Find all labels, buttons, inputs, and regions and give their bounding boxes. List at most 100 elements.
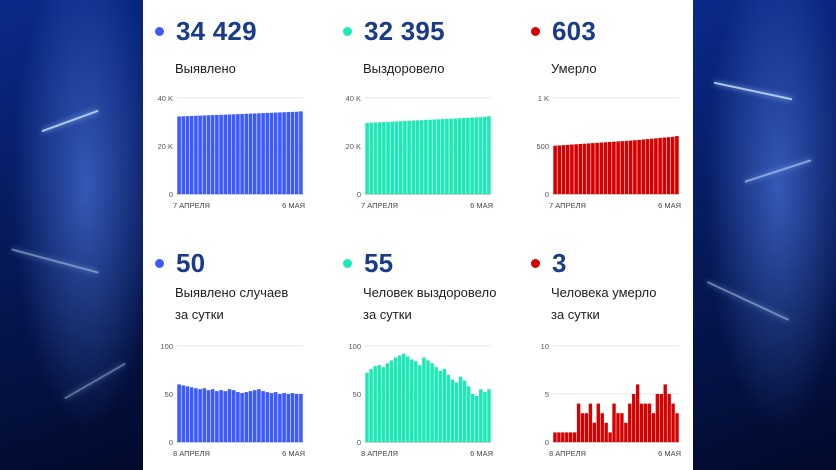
bar [578, 143, 583, 194]
bar [394, 121, 399, 194]
bar [603, 142, 608, 194]
bar [569, 432, 573, 442]
legend-dot [155, 27, 164, 36]
bar [574, 144, 578, 194]
bar [278, 394, 282, 442]
stat-label-line: Выявлено случаев [175, 285, 289, 300]
bar [415, 120, 420, 194]
bar [426, 360, 430, 442]
bar [231, 114, 236, 194]
bar [418, 365, 422, 442]
stat-number: 50 [176, 248, 206, 278]
bar [612, 141, 616, 194]
y-tick-label: 1 K [538, 94, 549, 103]
stat-number: 55 [364, 248, 394, 278]
stat-number: 32 395 [364, 16, 445, 46]
legend-dot [531, 259, 540, 268]
bar [294, 394, 299, 442]
bar [440, 119, 445, 194]
bar [248, 113, 253, 194]
stat: 3 [531, 248, 567, 279]
bar [624, 422, 628, 442]
bar [479, 389, 483, 442]
y-tick-label: 0 [169, 190, 173, 199]
bar [369, 369, 373, 442]
x-tick-label: 8 АПРЕЛЯ [361, 449, 398, 458]
card-cases-daily: 50 Выявлено случаев за сутки 0 50 100 8 АПР… [149, 232, 329, 462]
bar [265, 112, 270, 194]
bar [269, 393, 274, 442]
bar [434, 367, 438, 442]
bar [177, 116, 181, 194]
bar [565, 144, 570, 194]
background-right [693, 0, 836, 470]
bar [282, 112, 286, 194]
bar [608, 432, 612, 442]
bar [553, 432, 557, 442]
bar [647, 403, 652, 442]
bar [612, 403, 616, 442]
bar [398, 121, 403, 194]
bar [210, 115, 215, 194]
bar [299, 394, 303, 442]
bar [582, 143, 587, 194]
bar [470, 117, 474, 194]
bar [449, 118, 453, 194]
bar [466, 386, 471, 442]
bar [282, 393, 286, 442]
y-tick-label: 50 [165, 390, 173, 399]
bar [658, 137, 662, 194]
bar [189, 387, 194, 442]
stat: 50 [155, 248, 205, 279]
bar [635, 384, 640, 442]
bar [576, 403, 581, 442]
x-tick-label: 6 МАЯ [282, 449, 305, 458]
bar [290, 393, 295, 442]
y-tick-label: 40 K [346, 94, 361, 103]
bar [194, 388, 198, 442]
x-tick-label: 6 МАЯ [658, 201, 681, 210]
bar [181, 116, 186, 194]
bar [198, 115, 202, 194]
bar [580, 413, 585, 442]
stat-label: Выявлено [175, 58, 236, 80]
bar [620, 141, 625, 194]
bar [430, 363, 434, 442]
bar [397, 355, 402, 442]
bar [628, 403, 632, 442]
stat-label-line: за сутки [551, 307, 600, 322]
bar [257, 113, 261, 194]
bar [185, 116, 190, 194]
stat-number: 603 [552, 16, 596, 46]
stat-label: Выявлено случаев за сутки [175, 282, 288, 326]
bar [470, 394, 475, 442]
bar [373, 366, 377, 442]
stat-label-line: Человек выздоровело [363, 285, 497, 300]
y-tick-label: 40 K [158, 94, 173, 103]
stat: 603 [531, 16, 596, 47]
bar [445, 118, 449, 194]
x-tick-label: 6 МАЯ [658, 449, 681, 458]
bar [377, 122, 382, 194]
bar [557, 432, 561, 442]
bar [409, 359, 414, 442]
bar [290, 111, 295, 194]
bar [624, 140, 629, 194]
bar [390, 121, 395, 194]
bar [561, 432, 565, 442]
bar [474, 117, 479, 194]
bar [572, 432, 577, 442]
bar [436, 119, 441, 194]
bar [458, 376, 463, 442]
bar [670, 136, 675, 194]
bar [475, 395, 479, 442]
chart-cases-total: 0 20 K 40 K 7 АПРЕЛЯ 6 МАЯ [158, 94, 305, 210]
card-recovered-daily: 55 Человек выздоровело за сутки 0 50 100 8 … [337, 232, 517, 462]
bar [244, 392, 249, 442]
bar [261, 391, 265, 442]
bar [236, 392, 240, 442]
bar [189, 115, 194, 194]
bar [432, 119, 437, 194]
card-cases-total: 34 429 Выявлено 0 20 K 40 K 7 АПРЕЛЯ 6 МАЯ [149, 0, 329, 230]
bar [557, 145, 562, 194]
